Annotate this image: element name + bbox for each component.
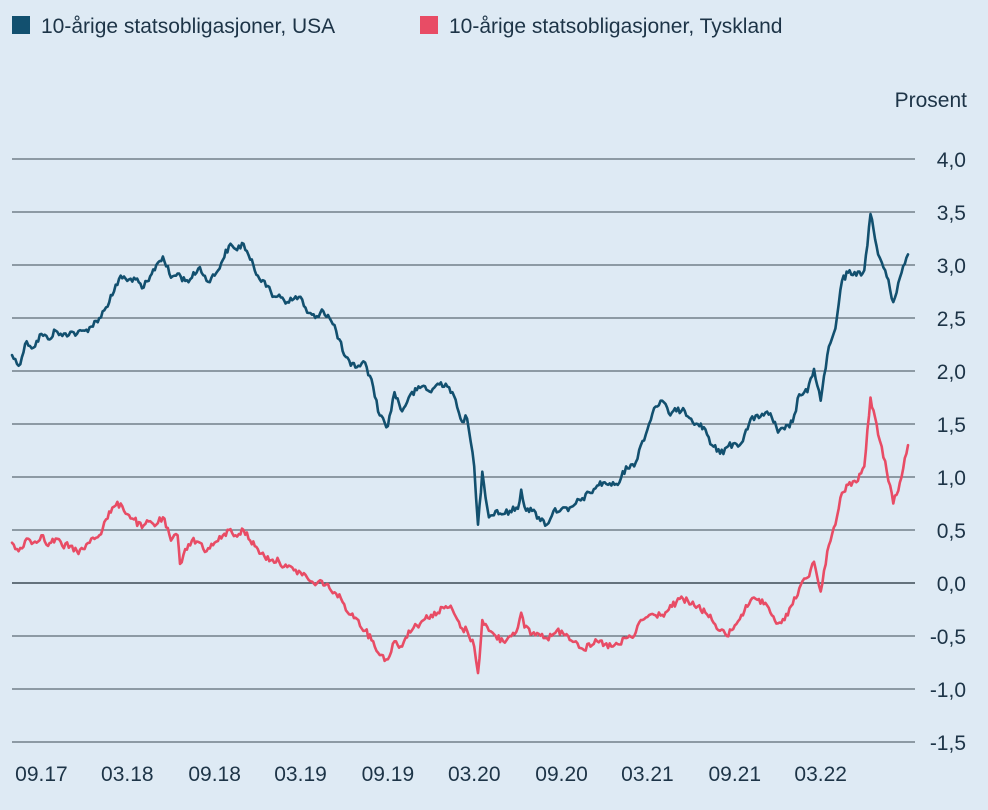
x-tick-label: 09.19 <box>362 763 415 786</box>
gridlines <box>12 158 915 743</box>
x-tick-label: 03.22 <box>794 763 847 786</box>
x-tick-label: 09.17 <box>15 763 68 786</box>
y-tick-label: 1,5 <box>937 414 966 437</box>
y-tick-label: 3,5 <box>937 202 966 225</box>
y-tick-label: -1,0 <box>930 679 966 702</box>
x-tick-label: 03.19 <box>274 763 327 786</box>
y-tick-label: 2,5 <box>937 308 966 331</box>
y-axis-tick-labels: 4,0 3,5 3,0 2,5 2,0 1,5 1,0 0,5 0,0 -0,5 -1,0 -1,5 <box>930 149 966 755</box>
legend-label: 10-årige statsobligasjoner, USA <box>41 15 335 38</box>
series-line-usa <box>10 212 910 527</box>
series-lines <box>10 212 910 675</box>
x-axis-tick-labels: 09.17 03.18 09.18 03.19 09.19 03.20 09.20 03.21… <box>15 763 847 786</box>
y-tick-label: 1,0 <box>937 467 966 490</box>
y-tick-label: 2,0 <box>937 361 966 384</box>
x-tick-label: 03.21 <box>621 763 674 786</box>
y-tick-label: 3,0 <box>937 255 966 278</box>
y-tick-label: -0,5 <box>930 626 966 649</box>
x-tick-label: 03.18 <box>101 763 154 786</box>
legend-label: 10-årige statsobligasjoner, Tyskland <box>449 15 782 38</box>
legend: 10-årige statsobligasjoner, USA 10-årige … <box>12 15 782 38</box>
x-tick-label: 09.18 <box>188 763 241 786</box>
y-tick-label: 0,0 <box>937 573 966 596</box>
x-tick-label: 03.20 <box>448 763 501 786</box>
x-tick-label: 09.20 <box>535 763 588 786</box>
x-tick-label: 09.21 <box>708 763 761 786</box>
y-tick-label: 4,0 <box>937 149 966 172</box>
y-tick-label: 0,5 <box>937 520 966 543</box>
legend-swatch <box>420 16 438 34</box>
series-line-tyskland <box>10 396 910 675</box>
y-axis-unit-label: Prosent <box>895 89 968 112</box>
legend-swatch <box>12 16 30 34</box>
y-tick-label: -1,5 <box>930 732 966 755</box>
